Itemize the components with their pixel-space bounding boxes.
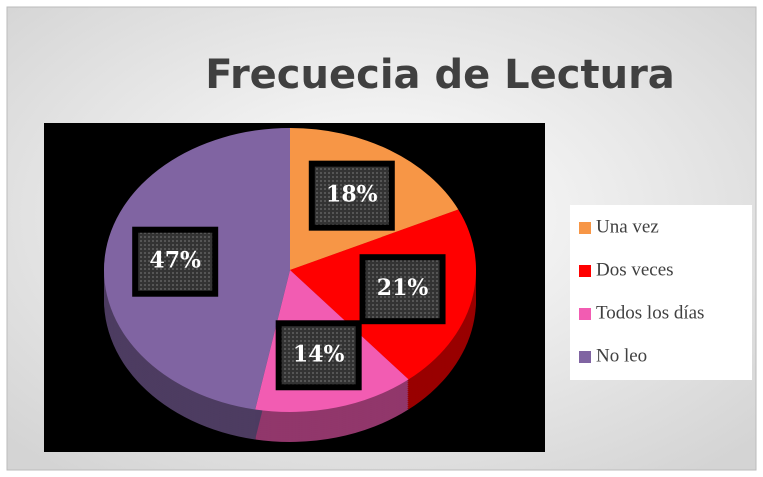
legend-swatch	[579, 351, 591, 363]
data-label: 18%	[326, 182, 378, 208]
legend-swatch	[579, 308, 591, 320]
legend-label: Dos veces	[596, 259, 674, 280]
legend-swatch	[579, 222, 591, 234]
label-box	[132, 226, 219, 297]
legend-swatch	[579, 265, 591, 277]
data-label: 14%	[293, 341, 345, 367]
label-box	[308, 160, 395, 231]
data-label: 21%	[377, 275, 429, 301]
data-label: 47%	[149, 248, 201, 274]
chart-title: Frecuecia de Lectura	[205, 52, 675, 98]
legend-label: Una vez	[596, 216, 659, 237]
legend	[570, 205, 752, 380]
label-box	[275, 320, 362, 391]
label-box	[359, 254, 446, 325]
legend-label: No leo	[596, 345, 647, 366]
legend-label: Todos los días	[596, 302, 704, 323]
